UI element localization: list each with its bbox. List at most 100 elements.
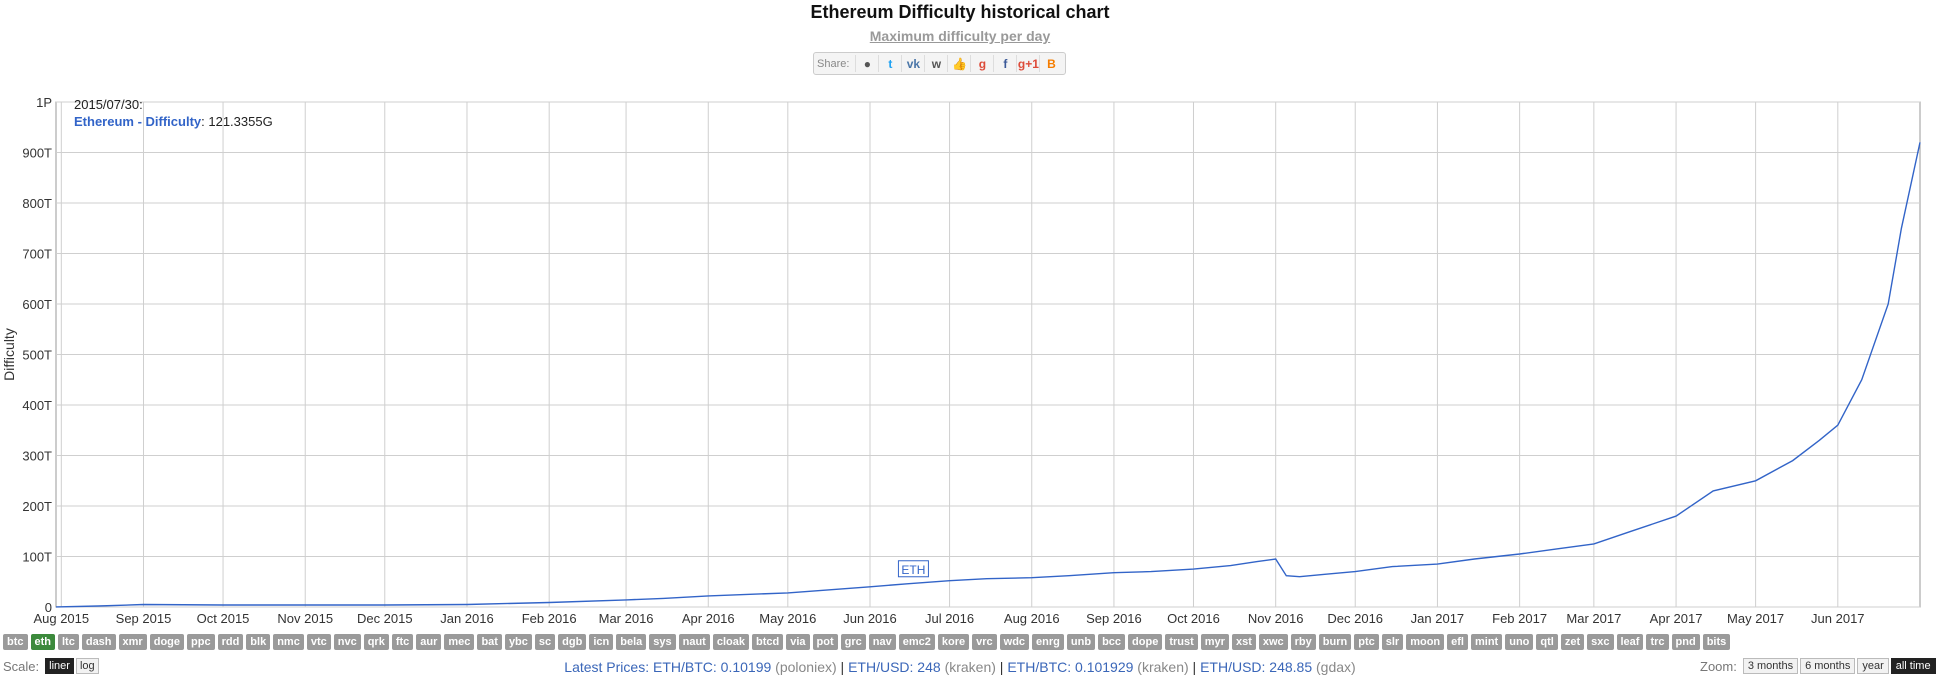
coin-sc[interactable]: sc [534, 634, 556, 650]
coin-sxc[interactable]: sxc [1587, 634, 1614, 650]
coin-vtc[interactable]: vtc [306, 634, 331, 650]
chart-title: Ethereum Difficulty historical chart [810, 2, 1110, 22]
coin-ybc[interactable]: ybc [504, 634, 532, 650]
coin-rby[interactable]: rby [1290, 634, 1316, 650]
like-icon[interactable]: 👍 [947, 55, 970, 72]
x-tick-label: Apr 2017 [1650, 611, 1703, 626]
coin-ftc[interactable]: ftc [391, 634, 414, 650]
coin-zet[interactable]: zet [1560, 634, 1585, 650]
annotation-label[interactable]: ETH [901, 563, 925, 577]
coin-blk[interactable]: blk [246, 634, 271, 650]
coin-btcd[interactable]: btcd [751, 634, 784, 650]
x-tick-label: Jun 2017 [1811, 611, 1865, 626]
coin-trc[interactable]: trc [1646, 634, 1669, 650]
chart-subtitle[interactable]: Maximum difficulty per day [869, 28, 1051, 44]
prices-label: Latest Prices: [564, 659, 650, 675]
zoom-option-all-time[interactable]: all time [1890, 658, 1936, 674]
weibo-icon[interactable]: w [924, 55, 947, 72]
coin-xst[interactable]: xst [1231, 634, 1256, 650]
coin-dope[interactable]: dope [1128, 634, 1163, 650]
coin-icn[interactable]: icn [589, 634, 614, 650]
series-line-0 [55, 142, 1921, 608]
x-tick-label: Feb 2016 [522, 611, 577, 626]
coin-moon[interactable]: moon [1406, 634, 1445, 650]
x-tick-label: Dec 2016 [1327, 611, 1383, 626]
coin-wdc[interactable]: wdc [999, 634, 1030, 650]
coin-dgb[interactable]: dgb [558, 634, 587, 650]
coin-ppc[interactable]: ppc [187, 634, 215, 650]
annotation-box[interactable] [897, 560, 929, 578]
coin-leaf[interactable]: leaf [1616, 634, 1644, 650]
coin-trust[interactable]: trust [1165, 634, 1198, 650]
coin-nvc[interactable]: nvc [333, 634, 361, 650]
coin-via[interactable]: via [786, 634, 810, 650]
blogger-icon[interactable]: B [1039, 55, 1062, 72]
coin-nmc[interactable]: nmc [273, 634, 304, 650]
coin-qrk[interactable]: qrk [363, 634, 389, 650]
coin-bela[interactable]: bela [616, 634, 647, 650]
price-exchange: (poloniex) [775, 659, 837, 675]
coin-mec[interactable]: mec [444, 634, 475, 650]
coin-enrg[interactable]: enrg [1032, 634, 1064, 650]
y-tick-label: 300T [22, 449, 52, 464]
coin-rdd[interactable]: rdd [217, 634, 244, 650]
zoom-option-6-months[interactable]: 6 months [1800, 658, 1856, 674]
x-tick-label: Mar 2016 [599, 611, 654, 626]
coin-naut[interactable]: naut [678, 634, 710, 650]
coin-ltc[interactable]: ltc [58, 634, 79, 650]
coin-xmr[interactable]: xmr [118, 634, 147, 650]
coin-qtl[interactable]: qtl [1536, 634, 1558, 650]
share-bar: Share: ● t vk w 👍 g f g+1 B [813, 52, 1067, 75]
difficulty-chart: 0 100T 200T 300T 400T 500T 600T 700T 800T 900T 1P A… [1, 95, 1921, 626]
coin-slr[interactable]: slr [1381, 634, 1404, 650]
price-pair: ETH/USD: 248.85 [1200, 659, 1317, 675]
coin-bcc[interactable]: bcc [1098, 634, 1126, 650]
x-tick-label: Aug 2016 [1004, 611, 1060, 626]
google-plus-icon[interactable]: g [970, 55, 993, 72]
coin-pnd[interactable]: pnd [1671, 634, 1700, 650]
zoom-option-year[interactable]: year [1857, 658, 1889, 674]
coin-grc[interactable]: grc [840, 634, 866, 650]
coin-sys[interactable]: sys [649, 634, 676, 650]
x-tick-label: Nov 2016 [1248, 611, 1304, 626]
coin-kore[interactable]: kore [937, 634, 970, 650]
coin-bits[interactable]: bits [1702, 634, 1731, 650]
reddit-icon[interactable]: ● [855, 55, 878, 72]
coin-nav[interactable]: nav [868, 634, 896, 650]
price-exchange: (kraken) [944, 659, 996, 675]
x-tick-label: May 2017 [1727, 611, 1784, 626]
coin-unb[interactable]: unb [1066, 634, 1096, 650]
coin-uno[interactable]: uno [1505, 634, 1534, 650]
facebook-icon[interactable]: f [993, 55, 1016, 72]
coin-burn[interactable]: burn [1318, 634, 1352, 650]
coin-dash[interactable]: dash [81, 634, 116, 650]
y-axis-label: Difficulty [1, 328, 17, 381]
x-tick-label: Sep 2015 [116, 611, 172, 626]
coin-btc[interactable]: btc [3, 634, 28, 650]
zoom-option-3-months[interactable]: 3 months [1742, 658, 1799, 674]
tooltip-series-name: Ethereum - Difficulty [74, 114, 202, 129]
google-plus-one-icon[interactable]: g+1 [1016, 55, 1039, 72]
coin-eth[interactable]: eth [30, 634, 55, 650]
coin-pot[interactable]: pot [812, 634, 838, 650]
coin-ptc[interactable]: ptc [1354, 634, 1379, 650]
twitter-icon[interactable]: t [878, 55, 901, 72]
zoom-label: Zoom: [1700, 658, 1737, 674]
y-tick-label: 1P [36, 95, 52, 110]
x-tick-label: Mar 2017 [1566, 611, 1621, 626]
scale-option-liner[interactable]: liner [45, 658, 74, 674]
scale-option-log[interactable]: log [75, 658, 99, 674]
vk-icon[interactable]: vk [901, 55, 924, 72]
coin-bat[interactable]: bat [477, 634, 502, 650]
coin-vrc[interactable]: vrc [972, 634, 997, 650]
coin-aur[interactable]: aur [416, 634, 442, 650]
coin-selector: btc eth ltc dash xmr doge ppc rdd blk nmc vtc nvc qr… [3, 634, 1731, 650]
coin-myr[interactable]: myr [1200, 634, 1229, 650]
coin-mint[interactable]: mint [1471, 634, 1503, 650]
coin-doge[interactable]: doge [149, 634, 184, 650]
coin-emc2[interactable]: emc2 [898, 634, 935, 650]
coin-xwc[interactable]: xwc [1258, 634, 1288, 650]
x-tick-label: Oct 2016 [1167, 611, 1220, 626]
coin-cloak[interactable]: cloak [712, 634, 749, 650]
coin-efl[interactable]: efl [1447, 634, 1468, 650]
